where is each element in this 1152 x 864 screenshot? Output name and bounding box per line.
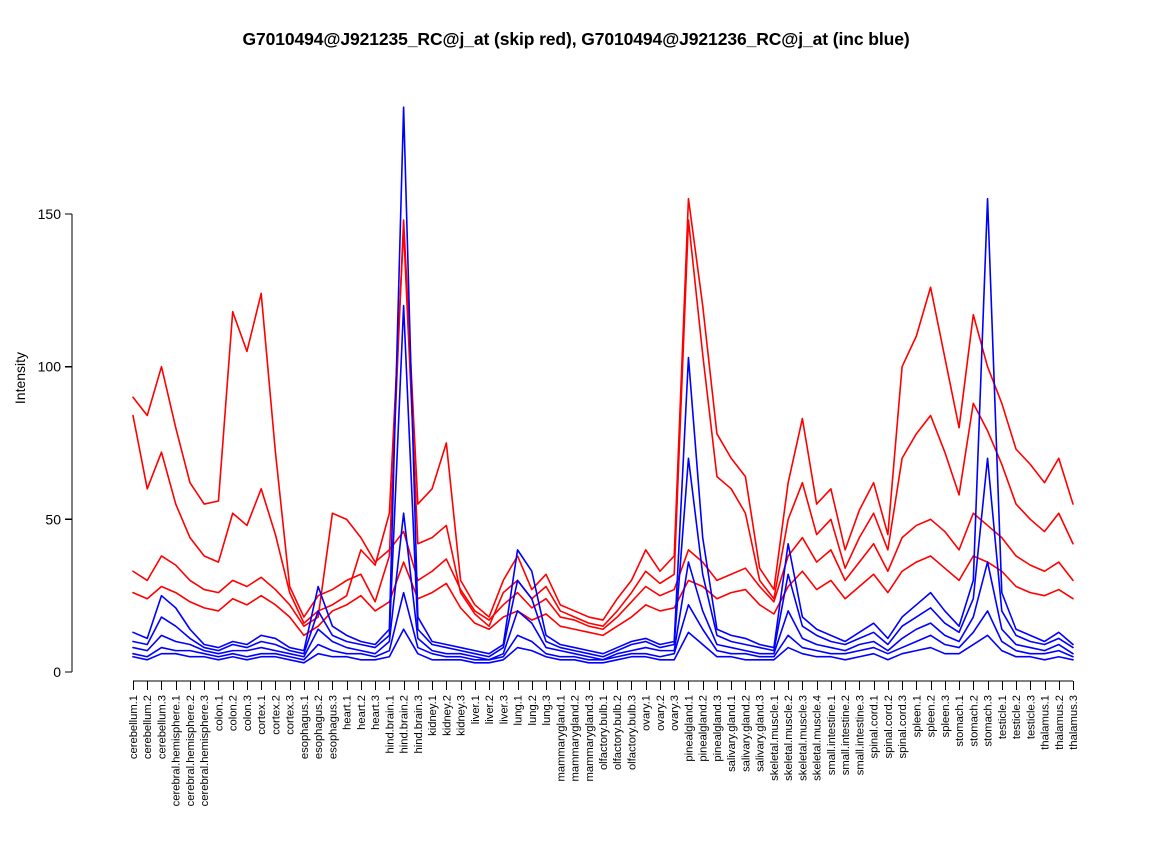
series-lines (132, 106, 1074, 664)
x-tick-label: heart.1 (342, 695, 354, 730)
x-tick-label: hind.brain.1 (384, 695, 396, 753)
y-axis: 0 50 100 150 (38, 206, 73, 680)
x-tick-label: thalamus.1 (1040, 695, 1052, 750)
x-tick-label: kidney.3 (456, 695, 468, 736)
x-tick-label: lung.3 (541, 695, 553, 725)
x-tick-label: heart.3 (370, 695, 382, 730)
x-tick-label: stomach.1 (954, 695, 966, 747)
x-tick-label: ovary.2 (655, 695, 667, 731)
series-line-inc-blue-1 (132, 106, 1074, 655)
x-tick-label: spinal.cord.1 (869, 695, 881, 758)
x-tick-label: spinal.cord.3 (897, 695, 909, 758)
y-tick-label: 0 (53, 664, 61, 680)
series-line-skip-red-4 (132, 555, 1074, 637)
x-tick-label: skeletal.muscle.3 (797, 695, 809, 781)
x-tick-label: olfactory.bulb.2 (612, 695, 624, 770)
x-tick-label: cerebral.hemisphere.3 (199, 695, 211, 806)
x-tick-label: cerebellum.1 (128, 695, 140, 759)
x-tick-label: cerebellum.2 (142, 695, 154, 759)
x-tick-label: esophagus.1 (299, 695, 311, 759)
x-tick-label: cortex.3 (285, 695, 297, 735)
x-tick-label: liver.3 (498, 695, 510, 724)
x-tick-label: small.intestine.3 (854, 695, 866, 775)
x-tick-label: small.intestine.2 (840, 695, 852, 775)
x-tick-label: thalamus.3 (1068, 695, 1080, 750)
x-tick-label: ovary.1 (641, 695, 653, 731)
x-tick-label: spleen.2 (926, 695, 938, 737)
x-tick-label: kidney.1 (427, 695, 439, 736)
x-tick-label: cerebral.hemisphere.2 (185, 695, 197, 806)
x-tick-label: esophagus.3 (327, 695, 339, 759)
x-tick-label: skeletal.muscle.4 (812, 695, 824, 781)
series-line-inc-blue-2 (132, 304, 1074, 658)
x-tick-label: heart.2 (356, 695, 368, 730)
x-tick-label: kidney.2 (441, 695, 453, 736)
x-tick-label: hind.brain.3 (413, 695, 425, 753)
x-tick-label: hind.brain.2 (399, 695, 411, 753)
x-tick-label: lung.1 (513, 695, 525, 725)
x-tick-label: spinal.cord.2 (883, 695, 895, 758)
x-tick-label: ovary.3 (669, 695, 681, 731)
x-axis (132, 680, 1075, 690)
y-tick-label: 150 (38, 206, 62, 222)
x-tick-label: pinealgland.1 (683, 695, 695, 762)
x-tick-labels: cerebellum.1 cerebellum.2 cerebellum.3 cere… (128, 695, 1080, 806)
x-tick-label: stomach.3 (983, 695, 995, 747)
x-tick-label: salivary.gland.3 (755, 695, 767, 772)
series-line-inc-blue-4 (132, 591, 1074, 661)
y-tick-label: 100 (38, 359, 62, 375)
x-tick-label: stomach.2 (968, 695, 980, 747)
x-tick-label: testicle.3 (1025, 695, 1037, 739)
x-tick-label: cerebral.hemisphere.1 (171, 695, 183, 806)
x-tick-label: testicle.2 (1011, 695, 1023, 739)
series-line-skip-red-1 (132, 197, 1074, 621)
x-tick-label: testicle.1 (997, 695, 1009, 739)
x-tick-label: liver.1 (470, 695, 482, 724)
x-tick-label: pinealgland.3 (712, 695, 724, 762)
x-tick-label: liver.2 (484, 695, 496, 724)
x-tick-label: cerebellum.3 (156, 695, 168, 759)
x-tick-label: skeletal.muscle.1 (769, 695, 781, 781)
x-tick-label: colon.1 (213, 695, 225, 731)
x-tick-label: lung.2 (527, 695, 539, 725)
x-tick-label: cortex.2 (270, 695, 282, 735)
x-tick-label: spleen.3 (940, 695, 952, 737)
series-line-skip-red-2 (132, 219, 1074, 628)
x-tick-label: salivary.gland.1 (726, 695, 738, 772)
x-tick-label: cortex.1 (256, 695, 268, 735)
x-tick-label: thalamus.2 (1054, 695, 1066, 750)
series-line-skip-red-3 (132, 512, 1074, 631)
x-tick-label: mammarygland.3 (584, 695, 596, 781)
x-tick-label: spleen.1 (911, 695, 923, 737)
x-tick-label: salivary.gland.2 (740, 695, 752, 772)
page-title: G7010494@J921235_RC@j_at (skip red), G70… (242, 29, 910, 49)
x-tick-label: esophagus.2 (313, 695, 325, 759)
x-tick-label: olfactory.bulb.1 (598, 695, 610, 770)
x-tick-label: mammarygland.1 (555, 695, 567, 781)
x-tick-label: colon.2 (228, 695, 240, 731)
y-tick-label: 50 (45, 511, 61, 527)
x-tick-label: pinealgland.2 (698, 695, 710, 762)
series-line-inc-blue-5 (132, 628, 1074, 664)
x-tick-label: olfactory.bulb.3 (626, 695, 638, 770)
x-tick-label: small.intestine.1 (826, 695, 838, 775)
x-tick-label: colon.3 (242, 695, 254, 731)
x-tick-label: mammarygland.2 (570, 695, 582, 781)
x-tick-label: skeletal.muscle.2 (783, 695, 795, 781)
